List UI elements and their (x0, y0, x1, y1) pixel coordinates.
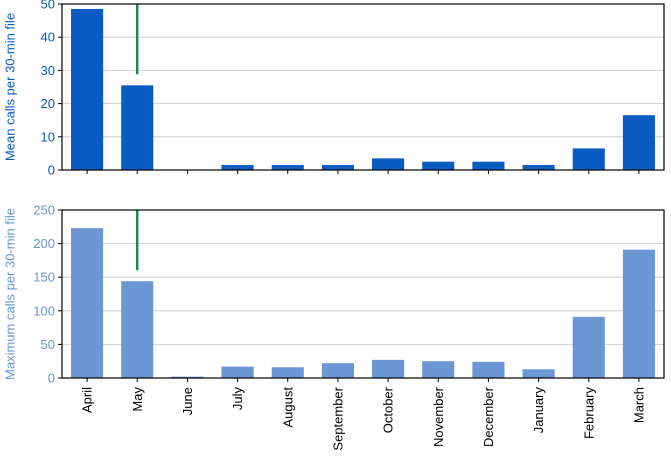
mean-calls-bar-august (271, 165, 304, 170)
max-calls-bar-april (71, 228, 104, 378)
max-calls-category-label: April (80, 387, 95, 413)
mean-calls-x-ticks (86, 170, 640, 174)
max-calls-y-axis-label: Maximum calls per 30-min file (3, 208, 18, 380)
mean-calls-y-tick-label: 40 (41, 30, 55, 45)
max-calls-category-label: March (631, 387, 646, 423)
max-calls-x-ticks (86, 378, 640, 382)
max-calls-bar-august (271, 367, 304, 378)
max-calls-bar-july (221, 366, 254, 378)
max-calls-chart: 0 50 100 150 200 250 April May June July August Se… (3, 203, 665, 451)
max-calls-y-tick-label: 250 (33, 203, 55, 218)
mean-calls-y-tick-label: 30 (41, 63, 55, 78)
mean-calls-y-ticks: 0 10 20 30 40 50 (41, 0, 62, 178)
mean-calls-bar-july (221, 165, 254, 170)
mean-calls-y-tick-label: 20 (41, 96, 55, 111)
max-calls-bar-october (372, 359, 405, 378)
mean-calls-y-tick-label: 50 (41, 0, 55, 12)
max-calls-category-label: December (481, 386, 496, 447)
max-calls-category-label: January (531, 387, 546, 434)
max-calls-bar-september (321, 363, 354, 378)
mean-calls-bar-may (121, 85, 154, 170)
max-calls-bar-march (622, 249, 655, 378)
max-calls-y-tick-label: 0 (48, 371, 55, 386)
max-calls-bar-december (472, 361, 505, 378)
max-calls-category-label: July (230, 387, 245, 411)
mean-calls-plot-frame (61, 3, 665, 171)
max-calls-plot-frame (61, 209, 665, 379)
max-calls-category-label: August (280, 387, 295, 428)
max-calls-category-label: February (581, 387, 596, 440)
max-calls-bar-november (422, 361, 455, 378)
max-calls-y-ticks: 0 50 100 150 200 250 (33, 203, 62, 386)
max-calls-bar-january (522, 369, 555, 378)
mean-calls-bar-february (572, 148, 605, 170)
max-calls-bar-february (572, 316, 605, 378)
max-calls-bar-june (171, 376, 204, 378)
max-calls-category-label: November (431, 386, 446, 447)
max-calls-bar-may (121, 281, 154, 378)
max-calls-category-label: October (381, 386, 396, 433)
mean-calls-bar-april (71, 8, 104, 171)
max-calls-category-label: September (330, 386, 345, 450)
max-calls-bars (71, 228, 655, 378)
max-calls-category-labels: April May June July August September October No… (80, 386, 647, 450)
mean-calls-bars (71, 8, 655, 171)
max-calls-y-tick-label: 200 (33, 236, 55, 251)
max-calls-y-tick-label: 150 (33, 270, 55, 285)
mean-calls-bar-november (422, 161, 455, 170)
max-calls-category-label: June (180, 387, 195, 415)
mean-calls-y-axis-label: Mean calls per 30-min file (3, 13, 18, 161)
mean-calls-bar-october (372, 158, 405, 170)
mean-calls-chart: 0 10 20 30 40 50 Mean calls per 30-min file (3, 0, 665, 178)
mean-calls-y-tick-label: 0 (48, 163, 55, 178)
max-calls-y-tick-label: 50 (41, 337, 55, 352)
mean-calls-bar-march (622, 115, 655, 170)
mean-calls-y-tick-label: 10 (41, 129, 55, 144)
max-calls-category-label: May (130, 387, 145, 412)
max-calls-y-tick-label: 100 (33, 303, 55, 318)
mean-calls-bar-december (472, 161, 505, 170)
mean-calls-bar-september (321, 165, 354, 170)
mean-calls-bar-january (522, 165, 555, 170)
